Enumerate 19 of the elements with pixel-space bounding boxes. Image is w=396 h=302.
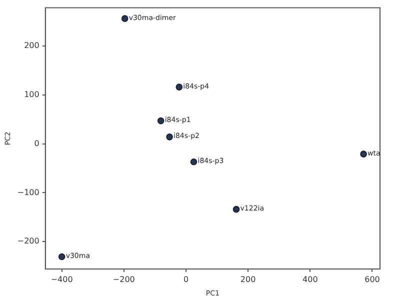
y-tick-label: −100: [17, 188, 40, 197]
y-tick-label: 200: [24, 41, 40, 50]
x-tick-label: 600: [364, 274, 380, 284]
x-tick-label: 200: [240, 274, 256, 284]
x-tick-label: 0: [183, 274, 189, 284]
x-tick-label: −400: [50, 274, 73, 284]
point: [157, 117, 164, 124]
x-tick-label: 400: [302, 274, 318, 284]
point: [58, 253, 66, 260]
y-tick-label: 0: [34, 138, 40, 148]
x-tick-label: −200: [112, 274, 135, 284]
point: [190, 158, 198, 166]
point: [176, 84, 183, 90]
point: [166, 134, 173, 140]
point: [360, 150, 367, 158]
y-tick-label: 100: [24, 90, 40, 99]
point: [232, 206, 240, 213]
y-tick-label: −200: [17, 236, 40, 246]
point: [121, 15, 128, 22]
